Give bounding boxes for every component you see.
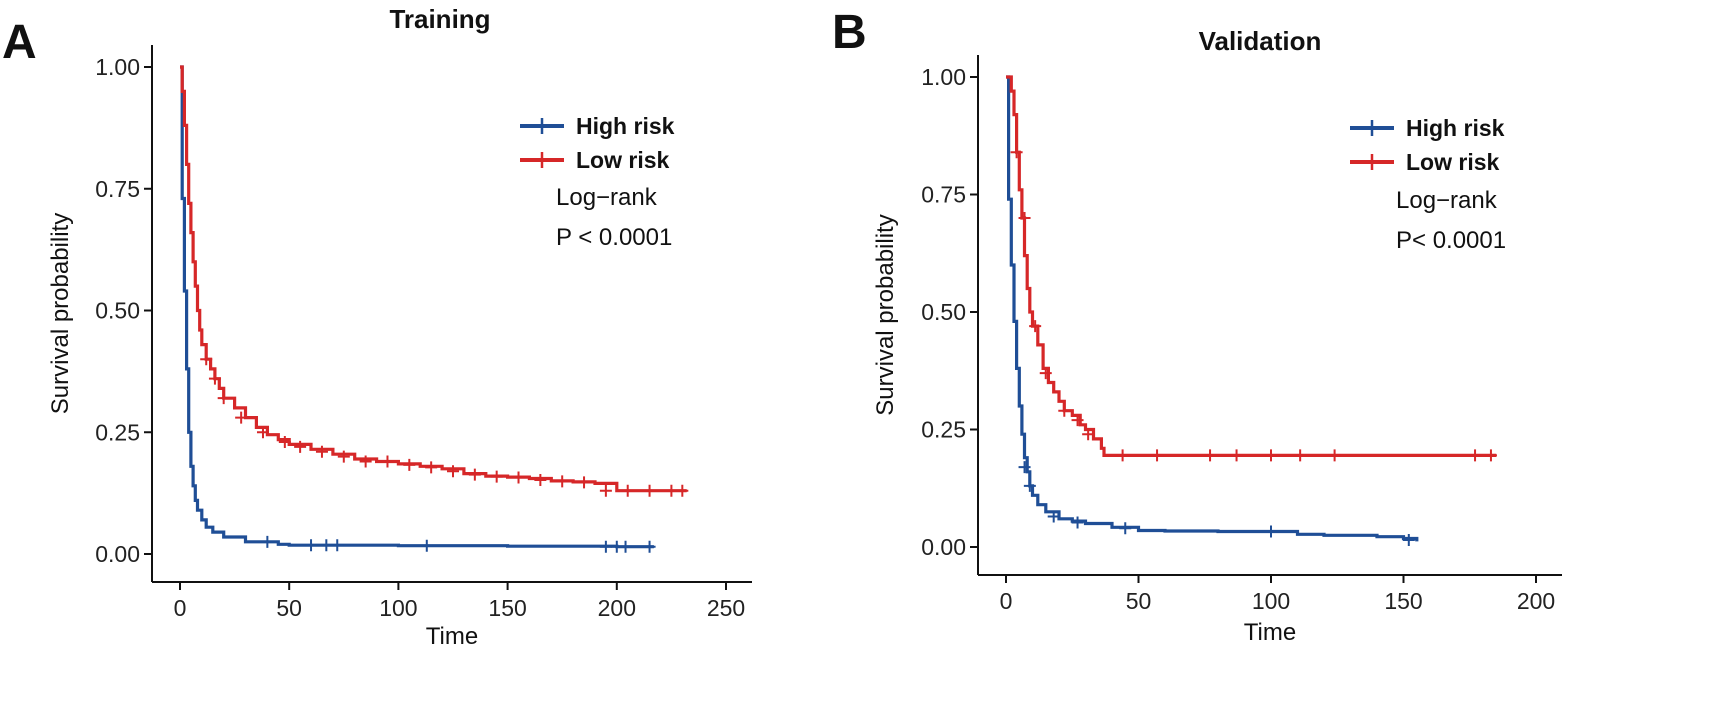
panel-a-series-low-risk-censor-mark [217,392,230,405]
panel-b-series-low-risk-censor-mark [1071,414,1084,427]
panel-b-series-low-risk-censor-mark [1058,404,1071,417]
panel-a-series-low-risk-censor-mark [512,471,525,484]
panel-b-series-high-risk-censor-mark [1018,461,1031,474]
panel-a-series-low-risk-censor-mark [676,484,689,497]
panel-a-x-tick-label: 50 [276,595,302,621]
panel-b-annotation-line: Log−rank [1396,187,1498,214]
panel-a-series-low-risk-censor-mark [315,445,328,458]
panel-a-x-tick-label: 250 [707,595,745,621]
panel-b-series-high-risk-censor-mark [1119,522,1132,535]
panel-a-series-low-risk-censor-mark [578,476,591,489]
panel-b-series-low-risk-censor-mark [1294,449,1307,462]
panel-b-series-low-risk-censor-mark [1018,212,1031,224]
panel-b-series-high-risk-censor-mark [1265,525,1277,538]
panel-a-series-low-risk-censor-mark [599,484,612,497]
legend-panel-a-low-risk-label: Low risk [576,147,670,173]
panel-a-x-label: Time [426,623,478,650]
legend-panel-a-high-risk-label: High risk [576,113,675,139]
panel-a-series-low-risk-censor-mark [200,353,213,366]
panel-b-series-high-risk-censor-mark [1023,479,1036,492]
panel-a-y-tick-label: 1.00 [95,54,140,80]
panel-b-x-label: Time [1244,619,1296,646]
panel-b-series-low-risk-censor-mark [1010,146,1023,159]
panel-a-series-high-risk-censor-mark [643,540,656,553]
panel-b-series-low-risk-censor-mark [1039,367,1052,380]
panel-a-series-low-risk-censor-mark [425,461,438,474]
panel-a-series-low-risk-censor-mark [621,484,634,497]
panel-b-x-tick-label: 100 [1252,588,1290,614]
panel-a-series-high-risk-censor-mark [619,540,632,553]
panel-b-x-tick-label: 50 [1126,588,1152,614]
panel-b-series-low-risk-censor-mark [1151,449,1164,462]
panel-a-series-low-risk-censor-mark [468,468,481,481]
panel-a-y-tick-label: 0.00 [95,541,140,567]
panel-b-series-high-risk-line [1006,75,1419,542]
panel-b-series-low-risk-censor-mark [1328,449,1341,462]
legend-panel-b-low-risk-label: Low risk [1406,149,1500,175]
panel-a-series-low-risk-censor-mark [447,465,459,478]
panel-a-series-low-risk-censor-mark [665,484,678,497]
panel-b-x-tick-label: 0 [1000,588,1013,614]
panel-a-annotation-line: Log−rank [556,184,658,211]
panel-a-series-low-risk-censor-mark [643,484,656,497]
panel-a-series-low-risk-censor-mark [403,458,416,471]
panel-b-series-low-risk-censor-mark [1116,449,1129,462]
panel-b-y-tick-label: 0.00 [921,534,966,560]
panel-b-y-label: Survival probability [872,214,899,415]
panel-b-series-low-risk-censor-mark [1029,320,1042,333]
panel-a-series-low-risk-censor-mark [235,411,248,424]
panel-b-series-low-risk-censor-mark [1469,449,1482,462]
panel-a-series-high-risk-censor-mark [599,540,612,553]
panel-b-series-low-risk-censor-mark [1265,449,1277,462]
panel-a-annotation-line: P < 0.0001 [556,224,672,251]
panel-b-series-low-risk-censor-mark [1082,428,1095,441]
panel-b-x-tick-label: 150 [1384,588,1422,614]
panel-a-series-low-risk-censor-mark [534,473,547,486]
panel-a-series-low-risk-censor-mark [359,455,372,468]
panel-a-series-high-risk-censor-mark [261,535,274,548]
panel-a-series-low-risk-censor-mark [556,475,569,488]
panel-b-title: Validation [1199,26,1322,56]
panel-a-y-tick-label: 0.75 [95,176,140,202]
panel-b-series-high-risk-censor-mark [1071,516,1084,529]
panel-b-y-tick-label: 1.00 [921,64,966,90]
panel-a-series-high-risk-censor-mark [420,539,433,552]
panel-a-series-low-risk-censor-mark [294,440,307,453]
panel-a-series-high-risk-censor-mark [331,539,344,552]
panel-b-y-tick-label: 0.50 [921,299,966,325]
panel-a-series-high-risk-censor-mark [305,539,318,552]
panel-a-series-low-risk-censor-mark [278,435,291,448]
panel-b-series-low-risk-censor-mark [1484,449,1497,462]
panel-a-x-tick-label: 100 [379,595,417,621]
panel-a-y-tick-label: 0.50 [95,298,140,324]
panel-a-x-tick-label: 150 [488,595,526,621]
panel-a-series-low-risk-censor-mark [337,450,350,463]
panel-b-series-high-risk-censor-mark [1047,510,1060,523]
panel-a-series-high-risk-censor-mark [320,539,333,552]
panel-b-series-low-risk-censor-mark [1230,449,1243,462]
panel-a: A Training 0.00 0.25 0.50 0.75 1.00 0 50 100 150 20… [2,4,752,650]
panel-a-series-low-risk-censor-mark [256,426,269,439]
panel-b: B Validation 0.00 0.25 0.50 0.75 1.00 0 50 100 150… [832,6,1562,646]
panel-a-y-label: Survival probability [47,213,74,414]
panel-b-letter: B [832,6,867,59]
panel-a-series-low-risk-censor-mark [381,455,394,468]
panel-a-x-tick-label: 200 [598,595,636,621]
panel-b-y-tick-label: 0.75 [921,182,966,208]
panel-a-title: Training [389,4,490,34]
panel-a-series-high-risk-line [180,65,654,549]
legend-panel-b-high-risk-label: High risk [1406,115,1505,141]
panel-a-series-low-risk-censor-mark [208,372,221,385]
panel-a-letter: A [2,16,37,69]
panel-b-y-tick-label: 0.25 [921,417,966,443]
panel-a-y-tick-label: 0.25 [95,419,140,445]
panel-b-series-low-risk-censor-mark [1204,449,1217,462]
panel-b-series-high-risk-censor-mark [1402,533,1415,546]
panel-b-annotation-line: P< 0.0001 [1396,227,1506,254]
panel-a-series-low-risk-censor-mark [490,470,503,483]
panel-a-x-tick-label: 0 [174,595,187,621]
panel-b-x-tick-label: 200 [1517,588,1555,614]
